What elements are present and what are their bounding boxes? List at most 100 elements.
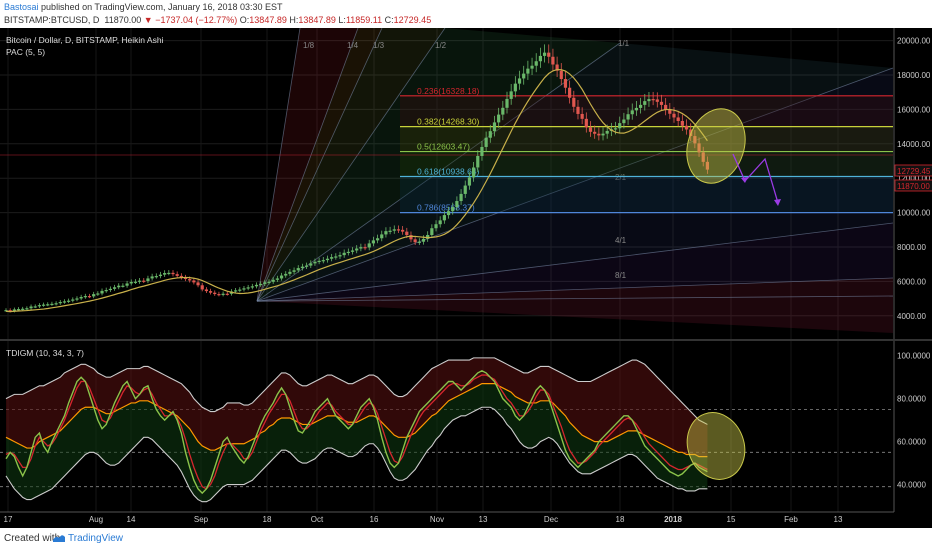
candle-body — [171, 272, 175, 275]
candle-body — [442, 215, 446, 221]
candle-body — [434, 224, 438, 229]
candle-body — [647, 99, 651, 102]
candle-body — [150, 276, 154, 279]
candle-body — [62, 301, 67, 303]
tdi-highlight-ellipse — [686, 412, 746, 480]
candle-body — [438, 220, 442, 225]
price-tick-label: 8000.00 — [897, 243, 926, 252]
fib-level-label: 0.786(8568.37) — [417, 203, 475, 213]
candle-body — [342, 252, 346, 256]
fib-level-label: 0.236(16328.18) — [417, 86, 480, 96]
candle-body — [513, 83, 517, 92]
candle-body — [83, 296, 87, 298]
candle-body — [225, 293, 229, 295]
time-tick-label: Dec — [544, 515, 558, 524]
candle-body — [676, 117, 680, 121]
fib-level-label: 0.618(10938.64) — [417, 166, 480, 176]
author-link[interactable]: Bastosai — [4, 2, 39, 12]
candle-body — [597, 133, 601, 136]
candle-body — [259, 283, 263, 286]
candle-body — [501, 107, 505, 115]
candle-body — [204, 289, 208, 292]
candle-body — [158, 274, 163, 277]
price-tick-label: 16000.00 — [897, 105, 931, 114]
candle-body — [330, 257, 334, 259]
tdi-mid-line — [5, 383, 708, 458]
candle-body — [593, 131, 597, 134]
candle-body — [659, 101, 664, 105]
candle-body — [188, 279, 192, 281]
candle-body — [296, 268, 300, 271]
chart-canvas[interactable]: 1/8 1/4 1/3 1/2 1/1 2/1 4/1 8/1 0.236(16328.18)… — [0, 28, 932, 528]
candle-body — [54, 303, 58, 305]
tradingview-brand[interactable]: TradingView — [68, 533, 124, 544]
chart-header: Bastosai published on TradingView.com, J… — [0, 0, 932, 28]
candle-body — [701, 152, 705, 162]
candle-body — [246, 287, 250, 289]
time-tick-label: 13 — [479, 515, 488, 524]
gann-fan-line — [256, 28, 301, 302]
candle-body — [547, 52, 551, 57]
tdi-tick-label: 100.0000 — [897, 352, 931, 361]
candle-body — [664, 104, 668, 110]
candle-body — [46, 304, 50, 306]
candle-body — [254, 284, 259, 287]
projection-arrowhead — [741, 177, 748, 183]
candle-body — [568, 87, 572, 98]
candle-body — [492, 122, 497, 132]
candle-body — [505, 98, 509, 108]
candle-body — [563, 79, 568, 88]
candle-body — [21, 308, 25, 310]
gann-fan-label: 1/2 — [435, 41, 447, 50]
price-tick-label: 18000.00 — [897, 71, 931, 80]
tdi-tick-label: 40.0000 — [897, 481, 926, 490]
candle-body — [484, 137, 488, 147]
candle-body — [12, 309, 16, 311]
fib-level-label: 0.5(12603.47) — [417, 142, 470, 152]
candle-body — [284, 273, 288, 276]
low-value: 11859.11 — [345, 15, 383, 25]
gann-fan-label: 8/1 — [615, 271, 627, 280]
tdi-lower-fill — [6, 383, 708, 502]
candle-body — [275, 278, 279, 280]
tdi-upper-fill — [6, 357, 708, 457]
candle-body — [208, 291, 213, 293]
candle-body — [417, 241, 421, 243]
candle-body — [317, 260, 321, 263]
candle-body — [384, 231, 388, 235]
gann-fan-label: 1/4 — [347, 41, 359, 50]
candle-body — [325, 258, 330, 261]
candle-body — [526, 68, 530, 74]
candle-body — [234, 290, 238, 292]
price-tick-label: 14000.00 — [897, 140, 931, 149]
candle-body — [300, 266, 305, 269]
candle-body — [167, 272, 171, 275]
tdi-axis[interactable]: 100.0000 80.0000 60.0000 40.0000 — [893, 341, 931, 512]
candle-body — [380, 234, 384, 239]
candle-body — [572, 97, 576, 107]
last-price-tag — [894, 179, 932, 192]
candle-body — [605, 130, 609, 134]
time-tick-label: 17 — [4, 515, 13, 524]
projection-arrowhead — [774, 199, 781, 206]
fib-zone — [400, 95, 893, 127]
pane-divider[interactable] — [0, 339, 932, 341]
price-axis[interactable]: 20000.00 18000.00 16000.00 14000.00 12000.00… — [893, 28, 932, 339]
open-value: 13847.89 — [249, 15, 287, 25]
time-axis[interactable]: 17 Aug 14 Sep 18 Oct 16 Nov 13 Dec 18 2018 15 Feb 13 — [0, 511, 894, 524]
candle-body — [146, 278, 150, 281]
last-price-label: 11870.00 — [897, 182, 930, 191]
gann-fan-label: 2/1 — [615, 173, 627, 182]
candle-body — [584, 118, 588, 128]
candle-body — [517, 78, 522, 84]
candle-body — [350, 250, 355, 252]
candle-body — [192, 280, 196, 283]
candle-body — [538, 55, 542, 62]
candle-body — [672, 113, 676, 118]
pac-center-line — [5, 69, 708, 313]
candle-body — [267, 281, 271, 284]
candle-body — [242, 288, 246, 290]
time-tick-label: Aug — [89, 515, 103, 524]
candle-body — [104, 290, 108, 292]
symbol-label[interactable]: BITSTAMP:BTCUSD, D — [4, 15, 100, 25]
